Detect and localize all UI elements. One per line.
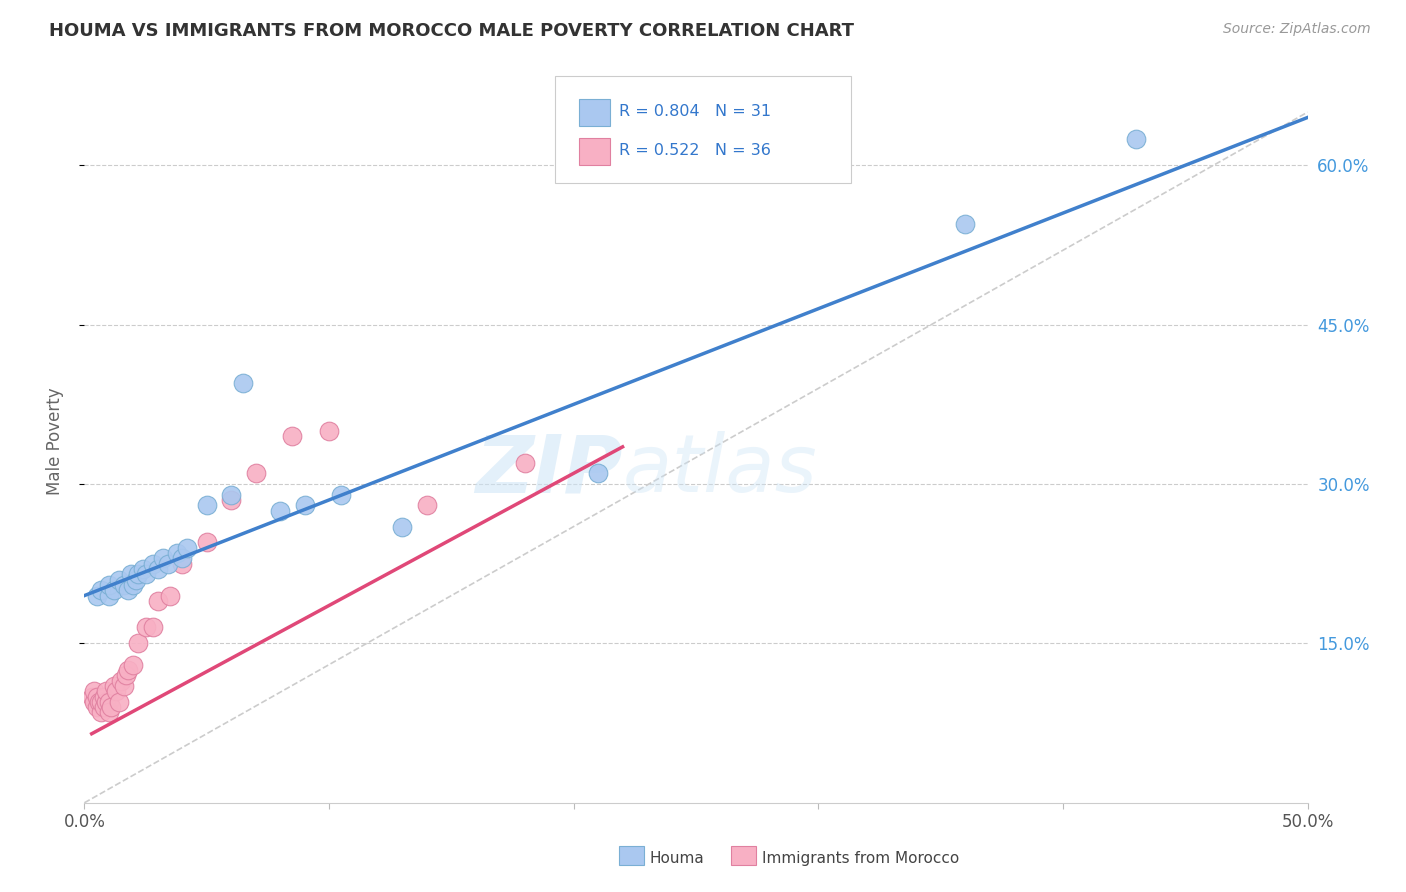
- Point: [90, 706, 112, 720]
- Point: [219, 488, 242, 502]
- Point: [80, 690, 103, 704]
- Point: [416, 498, 439, 512]
- Y-axis label: Male Poverty: Male Poverty: [45, 388, 63, 495]
- Point: [122, 657, 145, 672]
- Point: [172, 551, 194, 566]
- Point: [122, 578, 145, 592]
- Point: [97, 578, 120, 592]
- Point: [172, 557, 194, 571]
- Text: Houma: Houma: [650, 851, 704, 865]
- Point: [87, 695, 110, 709]
- Text: atlas: atlas: [623, 432, 817, 509]
- Point: [96, 684, 118, 698]
- Point: [1125, 132, 1147, 146]
- Point: [166, 546, 188, 560]
- Point: [135, 620, 157, 634]
- Point: [120, 567, 142, 582]
- Point: [232, 376, 254, 390]
- Point: [83, 684, 105, 698]
- Point: [132, 562, 155, 576]
- Text: R = 0.804   N = 31: R = 0.804 N = 31: [619, 104, 770, 120]
- Point: [159, 589, 181, 603]
- Point: [117, 583, 139, 598]
- Point: [152, 551, 174, 566]
- Point: [195, 535, 218, 549]
- Point: [219, 493, 242, 508]
- Point: [110, 673, 132, 688]
- Point: [107, 573, 129, 587]
- Point: [103, 679, 125, 693]
- Point: [105, 684, 128, 698]
- Point: [90, 695, 112, 709]
- Point: [125, 573, 148, 587]
- Point: [112, 578, 135, 592]
- Text: Immigrants from Morocco: Immigrants from Morocco: [762, 851, 959, 865]
- Point: [115, 668, 138, 682]
- Point: [86, 700, 108, 714]
- Point: [269, 503, 291, 517]
- Point: [86, 589, 108, 603]
- Point: [127, 636, 149, 650]
- Point: [135, 567, 157, 582]
- Text: ZIP: ZIP: [475, 432, 623, 509]
- Point: [97, 695, 120, 709]
- Point: [83, 695, 105, 709]
- Point: [146, 562, 169, 576]
- Point: [245, 467, 267, 481]
- Point: [127, 567, 149, 582]
- Point: [107, 695, 129, 709]
- Point: [294, 498, 316, 512]
- Point: [953, 217, 976, 231]
- Point: [330, 488, 353, 502]
- Point: [86, 690, 108, 704]
- Point: [93, 700, 115, 714]
- Point: [97, 589, 120, 603]
- Point: [96, 695, 118, 709]
- Point: [97, 706, 120, 720]
- Text: HOUMA VS IMMIGRANTS FROM MOROCCO MALE POVERTY CORRELATION CHART: HOUMA VS IMMIGRANTS FROM MOROCCO MALE PO…: [49, 22, 855, 40]
- Text: R = 0.522   N = 36: R = 0.522 N = 36: [619, 144, 770, 159]
- Point: [112, 679, 135, 693]
- Point: [195, 498, 218, 512]
- Point: [146, 594, 169, 608]
- Point: [586, 467, 609, 481]
- Point: [318, 424, 340, 438]
- Point: [90, 583, 112, 598]
- Point: [100, 700, 122, 714]
- Point: [513, 456, 536, 470]
- Point: [156, 557, 179, 571]
- Point: [281, 429, 304, 443]
- Point: [142, 557, 165, 571]
- Text: Source: ZipAtlas.com: Source: ZipAtlas.com: [1223, 22, 1371, 37]
- Point: [93, 690, 115, 704]
- Point: [391, 519, 413, 533]
- Point: [176, 541, 198, 555]
- Point: [142, 620, 165, 634]
- Point: [117, 663, 139, 677]
- Point: [103, 583, 125, 598]
